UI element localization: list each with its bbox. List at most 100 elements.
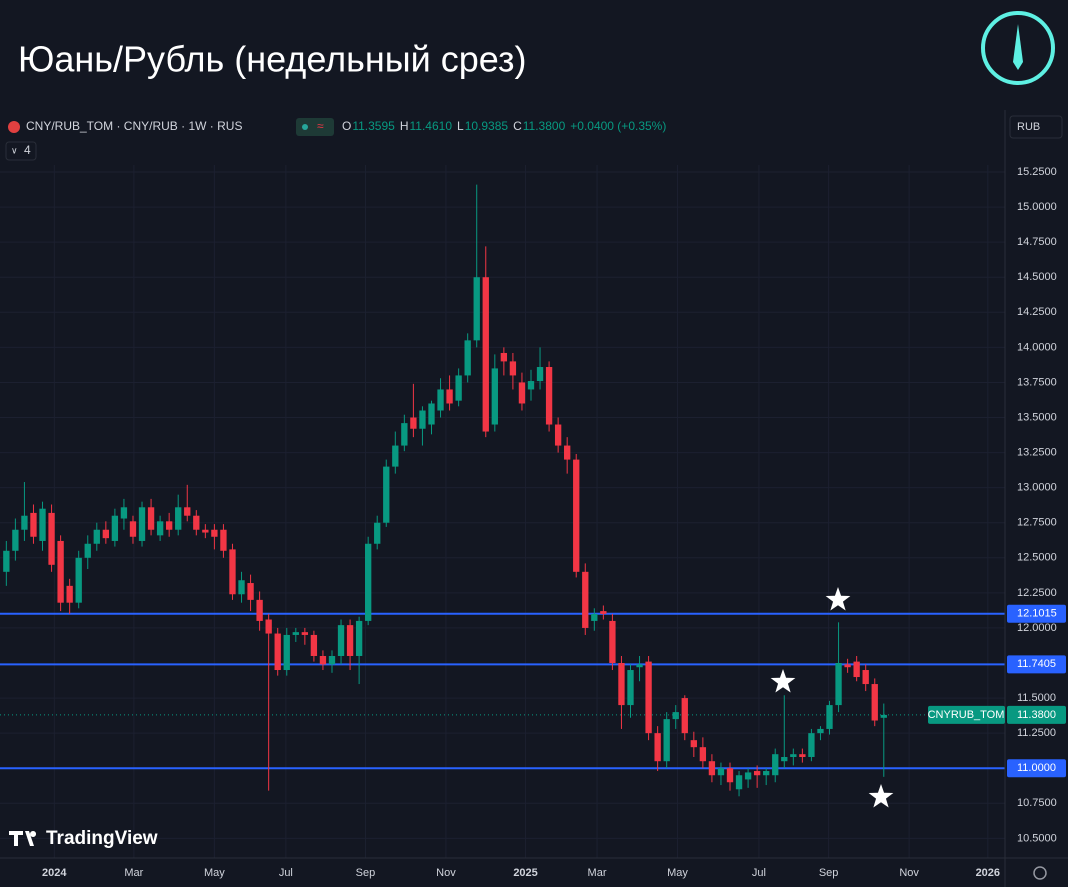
candle-body xyxy=(93,529,100,544)
x-tick-label: Mar xyxy=(124,867,143,879)
currency-button[interactable] xyxy=(1009,115,1063,139)
currency: RUB xyxy=(1017,121,1040,133)
candle-body xyxy=(564,445,571,460)
x-tick-label: Jul xyxy=(279,867,293,879)
candle-body xyxy=(491,368,498,425)
y-tick-label: 10.5000 xyxy=(1017,832,1057,844)
candle-body xyxy=(744,772,752,780)
y-tick-label: 11.2500 xyxy=(1017,727,1056,739)
candle-body xyxy=(772,754,779,776)
indicators-count: 4 xyxy=(24,143,31,157)
candle-body xyxy=(111,515,119,541)
candle-body xyxy=(672,712,679,720)
x-tick-label: Nov xyxy=(899,867,919,879)
candle-body xyxy=(337,625,345,656)
y-tick-label: 14.2500 xyxy=(1017,306,1057,318)
watermark-logo xyxy=(9,831,37,846)
candle-body xyxy=(473,277,480,341)
legend-value: 10.9385 xyxy=(465,119,509,133)
candle-body xyxy=(735,775,743,790)
y-tick-label: 14.0000 xyxy=(1017,341,1057,353)
level-label: 11.7405 xyxy=(1017,658,1056,670)
candle-body xyxy=(274,633,281,671)
y-tick-label: 12.2500 xyxy=(1017,587,1057,599)
candle-body xyxy=(618,663,625,706)
logo-ring xyxy=(981,11,1055,85)
candle-body xyxy=(880,714,887,718)
candle-body xyxy=(437,389,444,411)
candle-body xyxy=(790,754,797,757)
legend-key: H xyxy=(400,119,409,133)
candle-body xyxy=(401,423,408,446)
candle-body xyxy=(30,512,37,537)
candle-body xyxy=(175,507,182,530)
y-tick-label: 13.7500 xyxy=(1017,376,1057,388)
candle-body xyxy=(21,515,28,530)
legend-key: L xyxy=(457,119,464,133)
level-label-box xyxy=(1007,759,1066,778)
watermark: TradingView xyxy=(9,828,158,849)
candle-body xyxy=(48,512,55,565)
candle-body xyxy=(238,580,245,595)
candle-body xyxy=(247,583,254,600)
candle-body xyxy=(799,754,806,757)
candle-body xyxy=(202,529,209,533)
candle-body xyxy=(600,611,607,614)
candle-body xyxy=(464,340,471,376)
y-tick-label: 13.2500 xyxy=(1017,446,1057,458)
candle-body xyxy=(627,670,634,706)
candle-body xyxy=(292,632,299,635)
axes: 10.5000 10.7500 11.2500 11.5000 12.0000 12.25… xyxy=(0,110,1068,887)
candle-body xyxy=(853,661,860,678)
candle-body xyxy=(211,529,218,537)
candle-body xyxy=(229,549,236,595)
legend-value: 11.4610 xyxy=(410,119,453,133)
candle-body xyxy=(826,705,833,729)
candle-body xyxy=(419,410,426,429)
candle-body xyxy=(690,740,697,748)
y-tick-label: 12.7500 xyxy=(1017,517,1057,529)
star xyxy=(825,587,851,611)
candle-body xyxy=(220,529,227,551)
legend-key: C xyxy=(513,119,522,133)
candle-body xyxy=(871,684,878,721)
watermark-text: TradingView xyxy=(46,828,158,849)
candle-body xyxy=(645,661,652,734)
candle-body xyxy=(39,508,46,541)
candle-body xyxy=(57,540,64,603)
candle-body xyxy=(355,620,363,656)
candle-body xyxy=(392,445,399,467)
last-price-name: CNYRUB_TOM xyxy=(928,709,1005,721)
candle-body xyxy=(365,543,372,621)
chart-title: Юань/Рубль (недельный срез) xyxy=(18,39,527,80)
x-tick-label: 2026 xyxy=(976,867,1000,879)
y-tick-label: 14.7500 xyxy=(1017,236,1057,248)
indicators-arrow: ∨ xyxy=(11,145,18,155)
settings-icon[interactable] xyxy=(1033,866,1047,880)
y-tick-label: 11.5000 xyxy=(1017,692,1056,704)
candle-body xyxy=(726,768,734,783)
candle-body xyxy=(319,655,327,665)
last-price-label: 11.3800 xyxy=(1017,709,1056,721)
candle-body xyxy=(699,747,707,762)
candle-body xyxy=(482,277,489,432)
candle-body xyxy=(66,585,73,603)
level-label-box xyxy=(1007,655,1066,674)
y-tick-label: 15.2500 xyxy=(1017,166,1057,178)
stars xyxy=(770,587,894,808)
candle-body xyxy=(817,728,824,734)
candle-body xyxy=(591,613,598,621)
x-tick-label: Nov xyxy=(436,867,456,879)
level-label: 12.1015 xyxy=(1017,608,1057,620)
x-tick-label: May xyxy=(204,867,225,879)
candle-body xyxy=(654,733,661,762)
legend: CNY/RUB_TOM · CNY/RUB · 1W · RUS ≈ O 11.3… xyxy=(5,115,1063,161)
candle-body xyxy=(835,663,842,706)
candle-body xyxy=(763,771,770,776)
y-tick-label: 10.7500 xyxy=(1017,797,1057,809)
indicators-button[interactable] xyxy=(5,141,37,161)
last-price-name-box xyxy=(928,705,1005,724)
candle-body xyxy=(102,529,110,539)
y-tick-label: 13.0000 xyxy=(1017,482,1057,494)
